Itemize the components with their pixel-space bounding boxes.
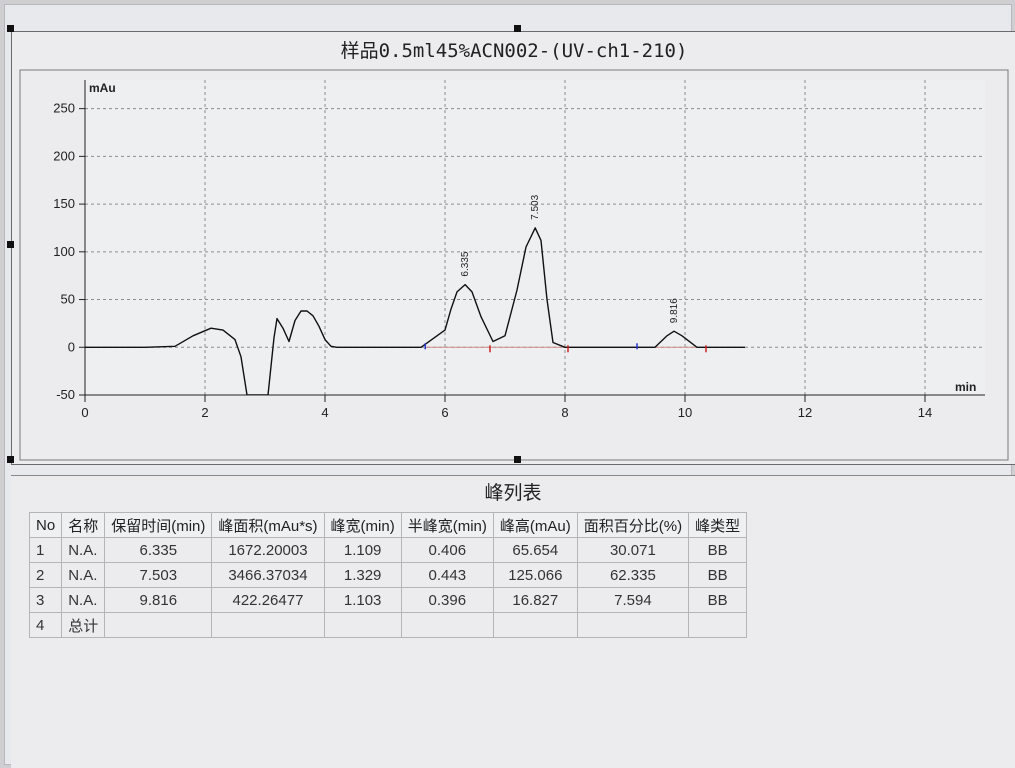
- peak-table-title: 峰列表: [484, 482, 542, 504]
- y-tick-label: -50: [56, 387, 75, 402]
- col-header-peak-type[interactable]: 峰类型: [688, 512, 748, 538]
- chart-title: 样品0.5ml45%ACN002-(UV-ch1-210): [340, 40, 688, 62]
- resize-handle-top-left[interactable]: [7, 25, 14, 32]
- table-cell: N.A.: [61, 537, 106, 563]
- y-tick-label: 50: [61, 292, 75, 307]
- y-tick-label: 250: [53, 101, 75, 116]
- table-row[interactable]: 2 N.A. 7.503 3466.37034 1.329 0.443 125.…: [28, 562, 748, 588]
- x-tick-label: 0: [81, 405, 88, 420]
- table-cell: 2: [28, 562, 63, 588]
- y-axis-label: mAu: [89, 81, 116, 95]
- table-cell: [104, 612, 213, 638]
- table-cell: 4: [28, 612, 63, 638]
- col-header-half-width[interactable]: 半峰宽(min): [400, 512, 494, 538]
- chromatogram-plot[interactable]: 0 2 4 6 8 10 12 14 -50 0 50 100 150 200 250 mAu min 6.335…: [12, 32, 1015, 464]
- table-cell: 1672.20003: [211, 537, 325, 563]
- table-cell: 0.396: [400, 587, 494, 613]
- table-cell: [400, 612, 494, 638]
- chromatogram-trace: [85, 227, 745, 395]
- table-cell: 1.109: [323, 537, 402, 563]
- table-cell: 0.443: [400, 562, 494, 588]
- table-cell: BB: [688, 587, 748, 613]
- table-header-row: No 名称 保留时间(min) 峰面积(mAu*s) 峰宽(min) 半峰宽(m…: [28, 512, 748, 538]
- table-cell: [576, 612, 690, 638]
- table-row-total[interactable]: 4 总计: [28, 612, 748, 638]
- col-header-area-percent[interactable]: 面积百分比(%): [576, 512, 690, 538]
- table-cell: [323, 612, 402, 638]
- table-cell: 6.335: [104, 537, 213, 563]
- col-header-retention-time[interactable]: 保留时间(min): [104, 512, 213, 538]
- resize-handle-left-middle[interactable]: [7, 241, 14, 248]
- x-tick-label: 10: [678, 405, 692, 420]
- table-cell: 16.827: [492, 587, 578, 613]
- table-cell: 总计: [61, 612, 106, 638]
- plot-area: [85, 80, 985, 395]
- x-tick-label: 12: [798, 405, 812, 420]
- table-row[interactable]: 1 N.A. 6.335 1672.20003 1.109 0.406 65.6…: [28, 537, 748, 563]
- table-cell: 1: [28, 537, 63, 563]
- table-cell: BB: [688, 537, 748, 563]
- table-cell: 422.26477: [211, 587, 325, 613]
- y-tick-label: 150: [53, 196, 75, 211]
- table-cell: [492, 612, 578, 638]
- table-cell: N.A.: [61, 562, 106, 588]
- peak-table-panel: 峰列表 No 名称 保留时间(min) 峰面积(mAu*s) 峰宽(min) 半…: [11, 475, 1015, 768]
- col-header-peak-area[interactable]: 峰面积(mAu*s): [211, 512, 325, 538]
- table-cell: 30.071: [576, 537, 690, 563]
- table-cell: 65.654: [492, 537, 578, 563]
- y-tick-label: 100: [53, 244, 75, 259]
- peak-label: 7.503: [530, 194, 541, 219]
- table-cell: N.A.: [61, 587, 106, 613]
- col-header-peak-width[interactable]: 峰宽(min): [323, 512, 402, 538]
- chromatogram-panel[interactable]: 样品0.5ml45%ACN002-(UV-ch1-210) 0 2 4 6 8 10 12 1…: [11, 31, 1015, 465]
- col-header-no[interactable]: No: [28, 512, 63, 538]
- table-row[interactable]: 3 N.A. 9.816 422.26477 1.103 0.396 16.82…: [28, 587, 748, 613]
- table-cell: 1.103: [323, 587, 402, 613]
- x-tick-label: 6: [441, 405, 448, 420]
- peak-label: 6.335: [460, 251, 471, 276]
- x-tick-label: 14: [918, 405, 932, 420]
- peak-table[interactable]: No 名称 保留时间(min) 峰面积(mAu*s) 峰宽(min) 半峰宽(m…: [28, 512, 748, 638]
- resize-handle-bottom-center[interactable]: [514, 456, 521, 463]
- table-cell: 3: [28, 587, 63, 613]
- col-header-peak-height[interactable]: 峰高(mAu): [492, 512, 578, 538]
- screen-background: 样品0.5ml45%ACN002-(UV-ch1-210) 0 2 4 6 8 10 12 1…: [4, 4, 1015, 768]
- peak-label: 9.816: [669, 298, 680, 323]
- x-tick-label: 8: [561, 405, 568, 420]
- table-cell: [688, 612, 748, 638]
- table-cell: 7.594: [576, 587, 690, 613]
- resize-handle-top-center[interactable]: [514, 25, 521, 32]
- col-header-name[interactable]: 名称: [61, 512, 106, 538]
- table-cell: 1.329: [323, 562, 402, 588]
- table-cell: 7.503: [104, 562, 213, 588]
- x-tick-label: 2: [201, 405, 208, 420]
- resize-handle-bottom-left[interactable]: [7, 456, 14, 463]
- table-cell: BB: [688, 562, 748, 588]
- table-cell: 9.816: [104, 587, 213, 613]
- x-tick-label: 4: [321, 405, 328, 420]
- table-cell: 125.066: [492, 562, 578, 588]
- x-axis-label: min: [955, 380, 976, 394]
- y-tick-label: 0: [68, 339, 75, 354]
- table-cell: [211, 612, 325, 638]
- table-cell: 62.335: [576, 562, 690, 588]
- y-tick-label: 200: [53, 148, 75, 163]
- table-cell: 0.406: [400, 537, 494, 563]
- table-cell: 3466.37034: [211, 562, 325, 588]
